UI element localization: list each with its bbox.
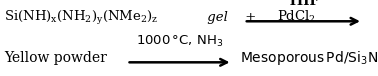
Text: $\mathregular{1000\,°C,\,NH_3}$: $\mathregular{1000\,°C,\,NH_3}$ bbox=[136, 34, 223, 49]
Text: $\mathregular{Mesoporous\,Pd/Si_3N_4}$: $\mathregular{Mesoporous\,Pd/Si_3N_4}$ bbox=[240, 49, 378, 67]
Text: +: + bbox=[241, 11, 269, 24]
Text: THF: THF bbox=[287, 0, 319, 8]
Text: Yellow powder: Yellow powder bbox=[4, 51, 107, 65]
Text: $\mathregular{Si(NH)_x(NH_2)_y(NMe_2)_z}$: $\mathregular{Si(NH)_x(NH_2)_y(NMe_2)_z}… bbox=[4, 9, 158, 27]
Text: $\mathregular{PdCl_2}$: $\mathregular{PdCl_2}$ bbox=[277, 9, 316, 25]
Text: gel: gel bbox=[203, 11, 232, 24]
